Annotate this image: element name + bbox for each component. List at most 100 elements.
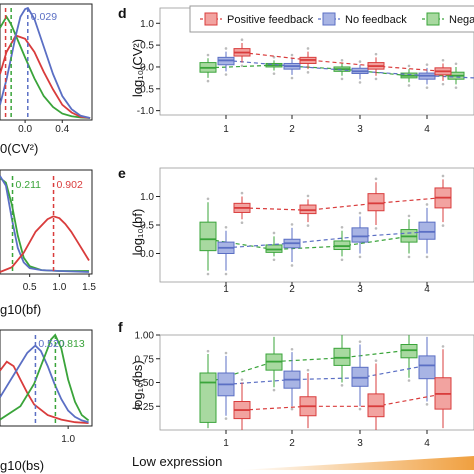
panel-d-outlier-positive bbox=[306, 71, 310, 74]
left-bot-xtick-label: 1.0 bbox=[61, 434, 75, 445]
panel-f-ytick-label: 0.75 bbox=[135, 354, 155, 365]
left-top-density-positive bbox=[0, 34, 91, 119]
panel-f-ytick-label: 0.25 bbox=[135, 402, 155, 413]
panel-d-outlier-negative bbox=[454, 62, 458, 66]
left-top-xtick-label: 0.0 bbox=[18, 124, 32, 135]
panel-label-e: e bbox=[118, 165, 126, 181]
panel-e-outlier-negative bbox=[340, 258, 344, 262]
panel-d-outlier-negative bbox=[407, 84, 411, 87]
left-mid-xtick-label: 1.5 bbox=[82, 282, 96, 293]
panel-f-xtick-label: 3 bbox=[357, 438, 363, 449]
panel-d-outlier-negative bbox=[407, 64, 411, 68]
left-mid-density-positive bbox=[0, 215, 90, 273]
left-mid-xtick-label: 1.0 bbox=[52, 282, 66, 293]
panel-e-outlier-none bbox=[425, 255, 429, 259]
panel-label-f: f bbox=[118, 319, 123, 335]
panel-d-ytick-label: -0.5 bbox=[137, 84, 155, 95]
ylabel-f: log₁₀(bs) bbox=[130, 360, 145, 410]
panel-f-outlier-negative bbox=[272, 388, 276, 392]
panel-e-xtick-label: 1 bbox=[223, 284, 229, 295]
panel-e-outlier-negative bbox=[272, 231, 276, 235]
left-mid-median-label-positive: 0.902 bbox=[57, 179, 83, 191]
left-top-density-negative bbox=[0, 15, 91, 119]
legend-label-negative: Nega bbox=[449, 14, 474, 26]
panel-f-box-positive bbox=[367, 393, 385, 418]
panel-d-boxplot: -1.0 -0.5 0.0 0.5 1.0 1 2 3 4 bbox=[137, 7, 474, 135]
panel-d-outlier-none bbox=[290, 53, 294, 57]
panel-d-outlier-negative bbox=[454, 86, 458, 89]
panel-d-xtick-label: 1 bbox=[223, 124, 229, 135]
panel-d-outlier-negative bbox=[340, 58, 344, 62]
panel-f-outlier-none bbox=[224, 351, 228, 355]
left-bot-density-positive bbox=[0, 360, 89, 424]
panel-d-outlier-none bbox=[358, 60, 362, 63]
bottom-caption: Low expression bbox=[132, 454, 222, 469]
panel-e-ytick-label: 1.0 bbox=[140, 192, 154, 203]
legend-swatch-negative bbox=[426, 12, 440, 26]
panel-f-outlier-positive bbox=[441, 345, 445, 348]
panel-f-trend-positive bbox=[241, 393, 444, 411]
panel-f-outlier-none bbox=[224, 417, 228, 420]
panel-f-outlier-none bbox=[290, 407, 294, 411]
panel-e-outlier-negative bbox=[206, 197, 210, 201]
panel-e-trend-negative bbox=[207, 235, 410, 251]
left-top-xtick-label: 0.4 bbox=[55, 124, 69, 135]
panel-e-ytick-label: 0.5 bbox=[140, 221, 154, 232]
legend-label-positive: Positive feedback bbox=[227, 14, 314, 26]
legend-swatch-none bbox=[322, 12, 336, 26]
panel-e-outlier-negative bbox=[272, 258, 276, 262]
panel-d-outlier-positive bbox=[441, 58, 445, 62]
panel-f-box-negative bbox=[199, 372, 217, 423]
panel-e-outlier-none bbox=[358, 211, 362, 215]
panel-f-outlier-negative bbox=[407, 379, 411, 382]
left-mid-xtick-label: 0.5 bbox=[23, 282, 37, 293]
left-bot-frame bbox=[0, 329, 93, 427]
panel-f-ytick-label: 0.50 bbox=[135, 378, 155, 389]
panel-e-outlier-positive bbox=[374, 177, 378, 181]
panel-e-outlier-none bbox=[290, 264, 294, 267]
panel-e-xtick-label: 3 bbox=[357, 284, 363, 295]
panel-e-outlier-positive bbox=[240, 221, 244, 225]
panel-e-trend-none bbox=[225, 231, 428, 249]
panel-d-ytick-label: -1.0 bbox=[137, 106, 155, 117]
panel-d-outlier-none bbox=[358, 81, 362, 84]
panel-e-ytick-label: 0.0 bbox=[140, 249, 154, 260]
panel-d-xtick-label: 4 bbox=[424, 124, 430, 135]
panel-e-box-negative bbox=[199, 221, 217, 252]
panel-d-ytick-label: 0.5 bbox=[140, 41, 154, 52]
panel-d-trend-positive bbox=[241, 51, 444, 72]
panel-f-outlier-positive bbox=[240, 378, 244, 381]
left-top-density-none bbox=[0, 6, 91, 119]
panel-e-box-positive bbox=[367, 193, 385, 212]
panel-d-outlier-positive bbox=[306, 47, 310, 50]
panel-d-xtick-label: 2 bbox=[289, 124, 295, 135]
panel-d-outlier-positive bbox=[374, 52, 378, 56]
left-bot-axis-label: g10(bs) bbox=[0, 458, 44, 473]
panel-label-d: d bbox=[118, 5, 127, 21]
panel-d-outlier-negative bbox=[206, 53, 210, 57]
panel-f-outlier-none bbox=[425, 403, 429, 406]
panel-f-outlier-negative bbox=[206, 349, 210, 353]
panel-e-outlier-none bbox=[425, 203, 429, 206]
left-mid-frame bbox=[0, 169, 93, 275]
panel-e-outlier-positive bbox=[374, 227, 378, 230]
panel-d-outlier-none bbox=[425, 63, 429, 66]
panel-f-outlier-none bbox=[358, 340, 362, 343]
panel-d-outlier-positive bbox=[374, 77, 378, 81]
panel-e-outlier-none bbox=[290, 223, 294, 226]
panel-f-xtick-label: 4 bbox=[424, 438, 430, 449]
left-bot-median-label-negative: 0.813 bbox=[58, 338, 84, 350]
left-bot-density-none bbox=[0, 344, 89, 424]
panel-d-ytick-label: 1.0 bbox=[140, 19, 154, 30]
left-bot-density-negative bbox=[0, 333, 90, 422]
left-mid-chart: 0.211 0.902 0.5 1.0 1.5 bbox=[0, 175, 96, 293]
panel-d-xtick-label: 3 bbox=[357, 124, 363, 135]
panel-e-box-none bbox=[351, 227, 369, 243]
panel-f-box-none bbox=[351, 366, 369, 387]
legend: Positive feedback No feedback Nega bbox=[189, 5, 474, 33]
panel-f-outlier-negative bbox=[340, 384, 344, 387]
left-top-chart: 0.029 0.0 0.4 bbox=[0, 6, 91, 135]
left-top-frame bbox=[0, 3, 93, 121]
